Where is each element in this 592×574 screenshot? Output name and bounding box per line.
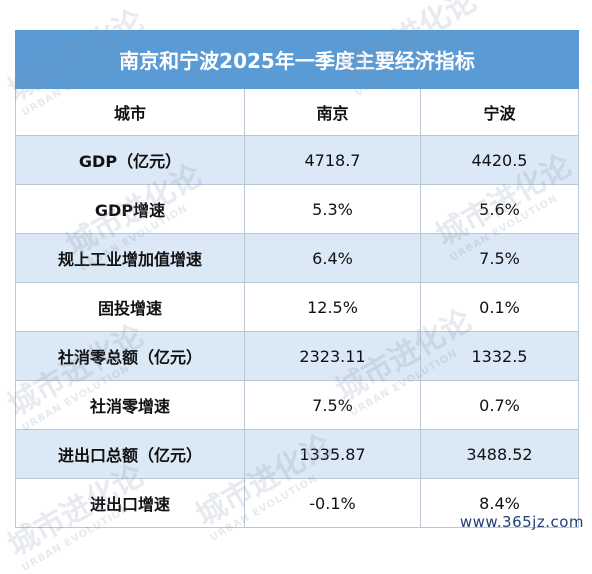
ningbo-value: 4420.5 xyxy=(420,135,579,185)
row-label: 固投增速 xyxy=(15,282,245,332)
nanjing-value: 6.4% xyxy=(244,233,421,283)
nanjing-value: 12.5% xyxy=(244,282,421,332)
table-row: GDP（亿元） 4718.7 4420.5 xyxy=(15,135,579,185)
row-label: 规上工业增加值增速 xyxy=(15,233,245,283)
row-label: 进出口增速 xyxy=(15,478,245,528)
nanjing-value: 2323.11 xyxy=(244,331,421,381)
ningbo-value: 5.6% xyxy=(420,184,579,234)
indicator-table-container: 南京和宁波2025年一季度主要经济指标 城市 南京 宁波 GDP（亿元） 471… xyxy=(15,30,579,528)
nanjing-value: 5.3% xyxy=(244,184,421,234)
row-label: 社消零总额（亿元） xyxy=(15,331,245,381)
economic-indicator-table: 南京和宁波2025年一季度主要经济指标 城市 南京 宁波 GDP（亿元） 471… xyxy=(15,30,579,528)
ningbo-value: 8.4% xyxy=(420,478,579,528)
header-nanjing: 南京 xyxy=(244,88,421,136)
ningbo-value: 0.1% xyxy=(420,282,579,332)
table-row: 固投增速 12.5% 0.1% xyxy=(15,282,579,332)
site-watermark: www.365jz.com xyxy=(459,513,584,531)
table-row: 进出口总额（亿元） 1335.87 3488.52 xyxy=(15,429,579,479)
nanjing-value: -0.1% xyxy=(244,478,421,528)
row-label: 进出口总额（亿元） xyxy=(15,429,245,479)
ningbo-value: 7.5% xyxy=(420,233,579,283)
header-ningbo: 宁波 xyxy=(420,88,579,136)
table-row: 社消零总额（亿元） 2323.11 1332.5 xyxy=(15,331,579,381)
table-row: 社消零增速 7.5% 0.7% xyxy=(15,380,579,430)
nanjing-value: 7.5% xyxy=(244,380,421,430)
table-row: GDP增速 5.3% 5.6% xyxy=(15,184,579,234)
nanjing-value: 1335.87 xyxy=(244,429,421,479)
header-row: 城市 南京 宁波 xyxy=(15,88,579,136)
table-title: 南京和宁波2025年一季度主要经济指标 xyxy=(15,30,579,89)
row-label: GDP（亿元） xyxy=(15,135,245,185)
nanjing-value: 4718.7 xyxy=(244,135,421,185)
ningbo-value: 0.7% xyxy=(420,380,579,430)
table-row: 进出口增速 -0.1% 8.4% xyxy=(15,478,579,528)
row-label: GDP增速 xyxy=(15,184,245,234)
header-city: 城市 xyxy=(15,88,245,136)
ningbo-value: 3488.52 xyxy=(420,429,579,479)
ningbo-value: 1332.5 xyxy=(420,331,579,381)
table-row: 规上工业增加值增速 6.4% 7.5% xyxy=(15,233,579,283)
row-label: 社消零增速 xyxy=(15,380,245,430)
